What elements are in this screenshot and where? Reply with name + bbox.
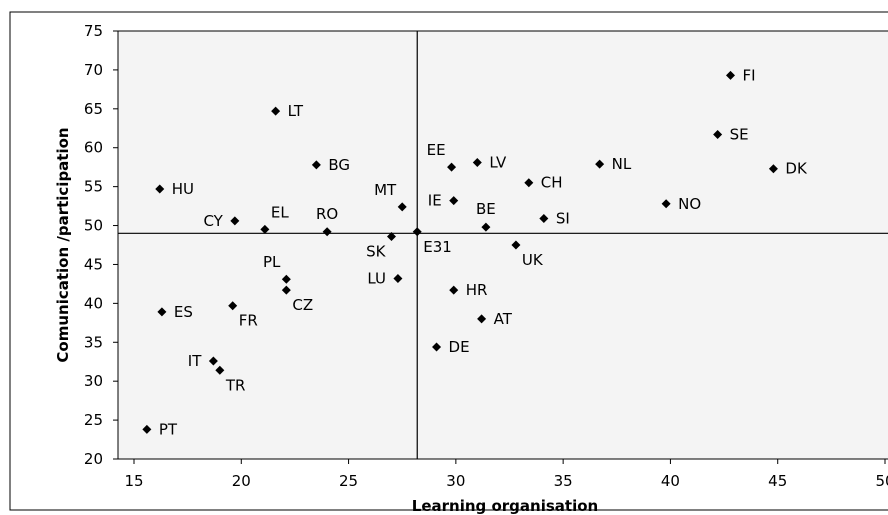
reference-lines (118, 31, 888, 459)
point-label-it: IT (188, 352, 202, 370)
point-labels: FI LT SE EE LV BG NL DK HU CH MT IE BE NO CY SI EL RO SK E3… (159, 66, 808, 438)
point-bg (311, 160, 321, 170)
y-tick-label: 35 (84, 333, 103, 351)
point-label-be: BE (476, 200, 496, 218)
point-label-tr: TR (225, 376, 246, 394)
y-tick-label: 20 (84, 450, 103, 468)
point-se (713, 129, 723, 139)
point-label-lv: LV (489, 154, 507, 172)
point-label-hr: HR (466, 281, 488, 299)
point-es (157, 307, 167, 317)
point-lu (393, 273, 403, 283)
point-lv (472, 158, 482, 168)
y-tick-label: 30 (84, 372, 103, 390)
y-tick-label: 65 (84, 100, 103, 118)
point-mt (397, 202, 407, 212)
point-ie (449, 196, 459, 206)
point-el (260, 224, 270, 234)
y-tick-label: 50 (84, 217, 103, 235)
point-nl (595, 159, 605, 169)
point-label-dk: DK (785, 160, 808, 178)
y-tick-label: 40 (84, 294, 103, 312)
x-tick-label: 25 (339, 472, 358, 490)
point-label-cz: CZ (292, 296, 313, 314)
point-e31 (412, 227, 422, 237)
tick-labels: 20 25 30 35 40 45 50 55 60 65 70 75 15 20 25 30 35 40 45 50 (84, 22, 888, 490)
point-label-hu: HU (172, 180, 194, 198)
point-label-es: ES (174, 303, 193, 321)
y-tick-label: 45 (84, 255, 103, 273)
y-axis-title: Comunication /participation (54, 127, 72, 362)
point-de (432, 342, 442, 352)
point-label-de: DE (449, 338, 470, 356)
y-tick-label: 55 (84, 178, 103, 196)
point-label-bg: BG (328, 156, 350, 174)
y-tick-label: 60 (84, 139, 103, 157)
point-hr (449, 285, 459, 295)
point-label-nl: NL (612, 155, 632, 173)
point-label-cy: CY (203, 212, 223, 230)
point-cy (230, 216, 240, 226)
point-label-uk: UK (522, 251, 544, 269)
point-hu (155, 184, 165, 194)
point-label-lt: LT (288, 102, 304, 120)
x-tick-label: 50 (875, 472, 888, 490)
point-label-ch: CH (541, 174, 563, 192)
point-label-at: AT (494, 310, 513, 328)
point-fr (228, 301, 238, 311)
point-label-pt: PT (159, 420, 178, 438)
point-label-lu: LU (367, 269, 386, 287)
point-label-se: SE (730, 125, 749, 143)
axes (113, 30, 886, 464)
x-tick-label: 15 (124, 472, 143, 490)
point-label-no: NO (678, 195, 701, 213)
y-tick-label: 70 (84, 61, 103, 79)
point-label-si: SI (556, 210, 570, 228)
point-label-fi: FI (743, 66, 756, 84)
point-label-pl: PL (263, 253, 281, 271)
point-ee (447, 162, 457, 172)
point-label-e31: E31 (423, 238, 452, 256)
point-label-mt: MT (374, 181, 397, 199)
y-tick-label: 75 (84, 22, 103, 40)
point-cz (281, 285, 291, 295)
data-points (142, 70, 778, 434)
point-at (477, 314, 487, 324)
point-label-sk: SK (366, 242, 387, 260)
point-fi (726, 70, 736, 80)
x-tick-label: 20 (232, 472, 251, 490)
point-label-ie: IE (428, 192, 442, 210)
point-label-ro: RO (316, 205, 338, 223)
point-tr (215, 365, 225, 375)
point-ro (322, 227, 332, 237)
point-ch (524, 178, 534, 188)
point-pt (142, 424, 152, 434)
x-tick-label: 30 (446, 472, 465, 490)
point-label-ee: EE (427, 141, 446, 159)
point-label-el: EL (271, 203, 289, 221)
point-lt (271, 106, 281, 116)
point-pl (281, 274, 291, 284)
point-be (481, 222, 491, 232)
point-no (661, 199, 671, 209)
x-tick-label: 35 (554, 472, 573, 490)
plot-area (117, 30, 888, 460)
y-tick-label: 25 (84, 411, 103, 429)
x-tick-label: 40 (661, 472, 680, 490)
point-dk (768, 164, 778, 174)
point-it (208, 356, 218, 366)
x-axis-title: Learning organisation (412, 497, 598, 515)
point-uk (511, 240, 521, 250)
x-tick-label: 45 (768, 472, 787, 490)
point-sk (386, 231, 396, 241)
point-si (539, 214, 549, 224)
point-label-fr: FR (239, 312, 258, 330)
